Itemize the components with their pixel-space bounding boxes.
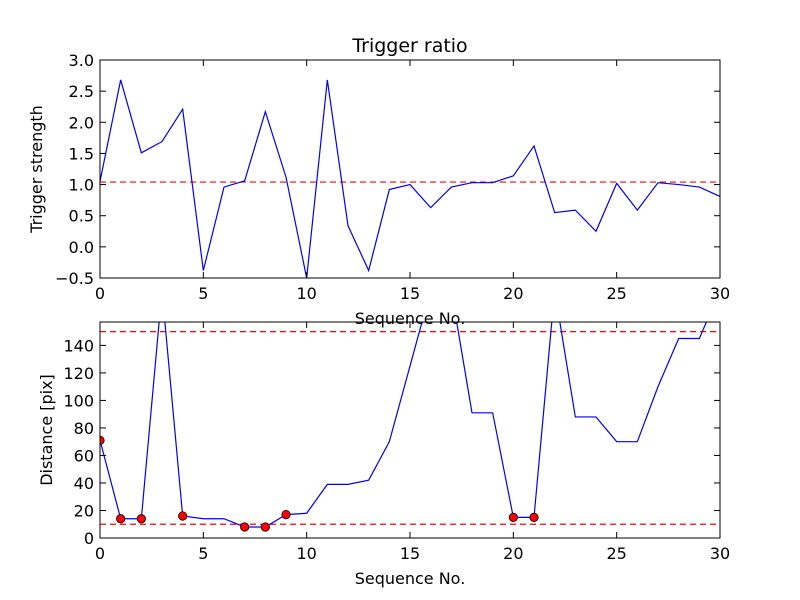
y-tick-label: 3.0: [69, 51, 94, 70]
x-tick-label: 30: [710, 544, 730, 563]
x-tick-label: 0: [95, 284, 105, 303]
data-point-marker: [508, 512, 518, 522]
y-tick-label: 0.5: [69, 207, 94, 226]
y-tick-label: 0.0: [69, 238, 94, 257]
data-point-marker: [136, 514, 146, 524]
distance-series-line: [100, 322, 708, 528]
y-tick-label: 2.5: [69, 82, 94, 101]
trigger-ticks: 0 5 10 15 20 25 30 −0.5 0.0 0.5 1.0 1.5 2.0 2.5 3.0: [55, 51, 730, 303]
x-tick-label: 5: [198, 284, 208, 303]
x-tick-label: 15: [400, 284, 420, 303]
distance-plot-area: [100, 322, 720, 532]
y-tick-label: 1.0: [69, 176, 94, 195]
x-axis-label: Sequence No.: [355, 569, 466, 588]
x-tick-label: 25: [606, 544, 626, 563]
data-point-marker: [240, 522, 250, 532]
chart-title: Trigger ratio: [351, 35, 467, 57]
y-tick-label: 120: [63, 364, 94, 383]
distance-ticks: 0 5 10 15 20 25 30 0 20 40 60 80 100 120 140: [63, 322, 730, 563]
y-tick-label: 2.0: [69, 113, 94, 132]
distance-panel: 0 5 10 15 20 25 30 0 20 40 60 80 100 120 140 Sequence …: [37, 321, 730, 588]
x-axis-label: Sequence No.: [355, 309, 466, 328]
trigger-series-line: [100, 79, 720, 278]
y-axis-label: Trigger strength: [27, 105, 46, 234]
data-point-marker: [529, 512, 539, 522]
y-tick-label: 20: [74, 501, 94, 520]
trigger-ratio-panel: Trigger ratio 0 5 10 15 20 25 30 −0.5 0.0 0.5 1.0 1…: [27, 35, 730, 328]
y-tick-label: 40: [74, 474, 94, 493]
y-axis-label: Distance [pix]: [37, 374, 56, 486]
y-tick-label: 0: [84, 529, 94, 548]
trigger-plot-area: [100, 79, 720, 278]
x-tick-label: 30: [710, 284, 730, 303]
x-tick-label: 0: [95, 544, 105, 563]
y-tick-label: 100: [63, 391, 94, 410]
x-tick-label: 15: [400, 544, 420, 563]
data-point-marker: [260, 522, 270, 532]
y-tick-label: 60: [74, 446, 94, 465]
y-tick-label: −0.5: [55, 269, 94, 288]
data-point-marker: [116, 514, 126, 524]
y-tick-label: 80: [74, 419, 94, 438]
x-tick-label: 20: [503, 284, 523, 303]
data-point-marker: [178, 511, 188, 521]
x-tick-label: 25: [606, 284, 626, 303]
x-tick-label: 10: [296, 284, 316, 303]
x-tick-label: 5: [198, 544, 208, 563]
data-point-marker: [281, 510, 291, 520]
x-tick-label: 20: [503, 544, 523, 563]
x-tick-label: 10: [296, 544, 316, 563]
y-tick-label: 140: [63, 336, 94, 355]
y-tick-label: 1.5: [69, 144, 94, 163]
